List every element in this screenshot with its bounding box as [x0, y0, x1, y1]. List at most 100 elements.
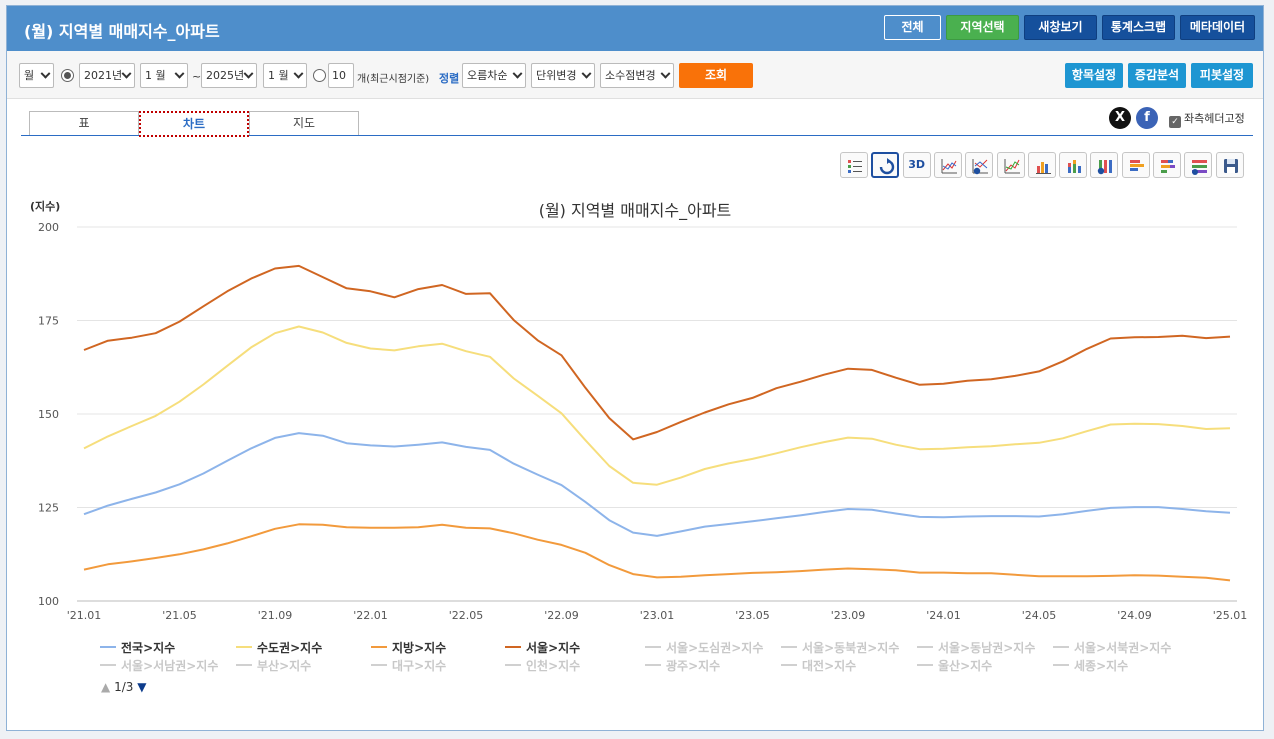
y-tick-label: 175: [38, 315, 59, 328]
pager-down-icon[interactable]: ▼: [137, 680, 147, 694]
line-chart-button[interactable]: [933, 152, 962, 178]
legend-item[interactable]: 서울>서남권>지수: [100, 657, 218, 674]
legend-swatch: [100, 664, 116, 666]
stat-scrap-button[interactable]: 통계스크랩: [1102, 15, 1175, 40]
fix-header-toggle[interactable]: ✓ 좌측헤더고정: [1169, 110, 1245, 128]
header-bar: (월) 지역별 매매지수_아파트 전체 지역선택 새창보기 통계스크랩 메타데이…: [7, 6, 1263, 51]
sort-select[interactable]: 오름차순: [462, 63, 526, 88]
legend-label: 서울>동북권>지수: [802, 641, 900, 655]
pivot-settings-button[interactable]: 피봇설정: [1191, 63, 1253, 88]
item-settings-button[interactable]: 항목설정: [1065, 63, 1123, 88]
legend-item[interactable]: 서울>동북권>지수: [781, 639, 899, 656]
hbar-button[interactable]: [1121, 152, 1150, 178]
legend-item[interactable]: 지방>지수: [371, 639, 446, 656]
line-chart-icon: [941, 159, 957, 174]
legend-item[interactable]: 인천>지수: [505, 657, 580, 674]
legend-swatch: [100, 646, 116, 648]
x-tick-label: '21.09: [258, 609, 293, 622]
legend-pager: ▲ 1/3 ▼: [101, 680, 146, 694]
legend-swatch: [917, 664, 933, 666]
start-month-select[interactable]: 1 월: [140, 63, 188, 88]
end-month-select[interactable]: 1 월: [263, 63, 307, 88]
x-tick-label: '21.05: [162, 609, 197, 622]
area-line-icon: [1004, 159, 1020, 174]
legend-item[interactable]: 울산>지수: [917, 657, 992, 674]
legend-item[interactable]: 광주>지수: [645, 657, 720, 674]
legend-swatch: [236, 646, 252, 648]
unit-value: 단위변경: [536, 69, 577, 82]
3d-button[interactable]: 3D: [902, 152, 931, 178]
page-title: (월) 지역별 매매지수_아파트: [24, 22, 220, 41]
list-icon: [848, 160, 862, 173]
end-month-value: 1 월: [268, 69, 289, 82]
start-year-value: 2021년: [84, 69, 123, 82]
stacked-hbar-button[interactable]: [1153, 152, 1181, 178]
legend-item[interactable]: 전국>지수: [100, 639, 175, 656]
legend-swatch: [781, 664, 797, 666]
search-button[interactable]: 조회: [679, 63, 753, 88]
unit-select[interactable]: 단위변경: [531, 63, 595, 88]
save-button[interactable]: [1215, 152, 1244, 178]
x-tick-label: '23.05: [735, 609, 770, 622]
legend-item[interactable]: 서울>서북권>지수: [1053, 639, 1171, 656]
list-button[interactable]: [840, 152, 868, 178]
decimal-select[interactable]: 소수점변경: [600, 63, 674, 88]
all-button[interactable]: 전체: [884, 15, 941, 40]
sort-label: 정렬: [439, 72, 460, 85]
legend-swatch: [645, 646, 661, 648]
period-unit-select[interactable]: 월: [19, 63, 54, 88]
tab-chart[interactable]: 차트: [139, 111, 249, 137]
legend-item[interactable]: 서울>지수: [505, 639, 580, 656]
chart-title: (월) 지역별 매매지수_아파트: [539, 201, 732, 221]
pager-up-icon[interactable]: ▲: [101, 680, 111, 694]
legend-label: 서울>지수: [526, 641, 581, 655]
legend-item[interactable]: 서울>동남권>지수: [917, 639, 1035, 656]
chevron-down-icon: [174, 68, 185, 79]
legend-item[interactable]: 대전>지수: [781, 657, 856, 674]
x-tick-label: '24.01: [926, 609, 961, 622]
stacked-bar-button[interactable]: [1059, 152, 1088, 178]
end-year-select[interactable]: 2025년: [201, 63, 257, 88]
change-analysis-button[interactable]: 증감분석: [1128, 63, 1186, 88]
x-tick-label: '21.01: [67, 609, 102, 622]
recent-radio[interactable]: [313, 69, 326, 82]
legend-item[interactable]: 서울>도심권>지수: [645, 639, 763, 656]
x-share-icon[interactable]: X: [1109, 107, 1131, 129]
y-axis-label: (지수): [30, 199, 60, 213]
legend-label: 서울>도심권>지수: [666, 641, 764, 655]
y-tick-label: 125: [38, 502, 59, 515]
tab-map[interactable]: 지도: [249, 111, 359, 135]
legend-item[interactable]: 수도권>지수: [236, 639, 322, 656]
query-toolbar: 월 2021년 1 월 ~ 2025년 1 월 10 개(최근시점기준) 정렬 …: [7, 51, 1263, 99]
facebook-share-icon[interactable]: f: [1136, 107, 1158, 129]
legend-label: 지방>지수: [392, 641, 447, 655]
pct-bar-button[interactable]: [1090, 152, 1119, 178]
bar-chart-button[interactable]: [1027, 152, 1056, 178]
legend-swatch: [781, 646, 797, 648]
legend-item[interactable]: 대구>지수: [371, 657, 446, 674]
metadata-button[interactable]: 메타데이터: [1180, 15, 1255, 40]
line-chart: (월) 지역별 매매지수_아파트 (지수) 100 125 150 175 200 '21.0…: [30, 199, 1247, 622]
range-radio[interactable]: [61, 69, 74, 82]
series-line: [83, 325, 1231, 486]
pct-hbar-button[interactable]: [1184, 152, 1213, 178]
tab-table[interactable]: 표: [29, 111, 139, 135]
page-frame: (월) 지역별 매매지수_아파트 전체 지역선택 새창보기 통계스크랩 메타데이…: [6, 5, 1264, 731]
x-tick-label: '22.05: [449, 609, 484, 622]
recent-count-input[interactable]: 10: [328, 63, 354, 88]
legend-swatch: [505, 646, 521, 648]
area-line-button[interactable]: [996, 152, 1025, 178]
region-select-button[interactable]: 지역선택: [946, 15, 1019, 40]
hbar-icon: [1129, 160, 1144, 171]
dollar-line-button[interactable]: [965, 152, 994, 178]
legend-label: 수도권>지수: [257, 641, 323, 655]
legend-label: 인천>지수: [526, 659, 581, 673]
refresh-button[interactable]: [871, 152, 900, 178]
chevron-down-icon: [293, 68, 304, 79]
x-tick-label: '24.09: [1117, 609, 1152, 622]
start-year-select[interactable]: 2021년: [79, 63, 135, 88]
decimal-value: 소수점변경: [605, 69, 656, 82]
new-window-button[interactable]: 새창보기: [1024, 15, 1097, 40]
legend-item[interactable]: 세종>지수: [1053, 657, 1128, 674]
legend-item[interactable]: 부산>지수: [236, 657, 311, 674]
